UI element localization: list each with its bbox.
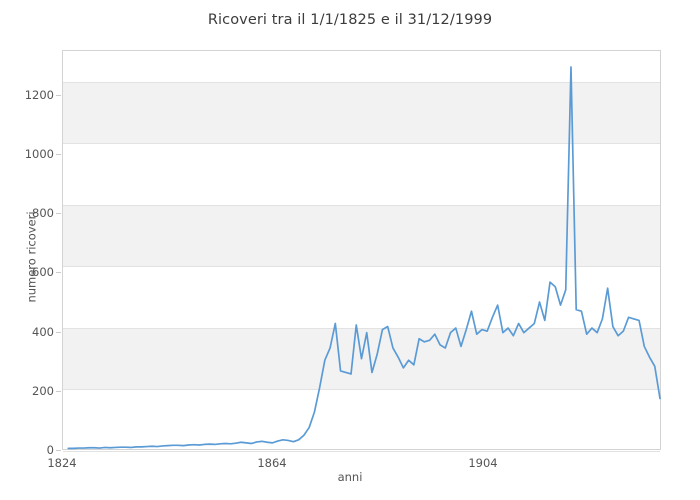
background-band [63, 204, 660, 267]
gridline [63, 389, 660, 391]
x-tick-1904: 1904 [468, 456, 498, 470]
y-tick-200: 200 [32, 384, 54, 398]
y-tick-1000: 1000 [24, 147, 54, 161]
gridline [63, 327, 660, 329]
gridline [63, 451, 660, 452]
gridline [63, 204, 660, 206]
series-line-chart [67, 66, 661, 450]
y-tick-400: 400 [32, 325, 54, 339]
x-tick-1864: 1864 [257, 456, 287, 470]
series-polyline [67, 66, 661, 450]
y-tick-800: 800 [32, 206, 54, 220]
gridline [63, 143, 660, 145]
x-axis-label: anni [337, 470, 363, 484]
y-tick-mark-1000 [56, 154, 61, 155]
y-tick-600: 600 [32, 265, 54, 279]
y-tick-1200: 1200 [24, 88, 54, 102]
plot-area [62, 50, 661, 452]
chart-title: Ricoveri tra il 1/1/1825 e il 31/12/1999 [207, 12, 493, 28]
background-band [63, 81, 660, 144]
y-tick-mark-400 [56, 332, 61, 333]
y-tick-mark-600 [56, 272, 61, 273]
y-tick-mark-200 [56, 391, 61, 392]
gridline [63, 81, 660, 83]
y-tick-mark-800 [56, 213, 61, 214]
y-tick-mark-0 [56, 450, 61, 451]
gridline [63, 266, 660, 268]
x-tick-1824: 1824 [47, 456, 77, 470]
y-axis-ticks: 1200 1000 800 600 400 200 0 [0, 0, 54, 500]
y-tick-0: 0 [46, 443, 54, 457]
y-tick-mark-1200 [56, 95, 61, 96]
